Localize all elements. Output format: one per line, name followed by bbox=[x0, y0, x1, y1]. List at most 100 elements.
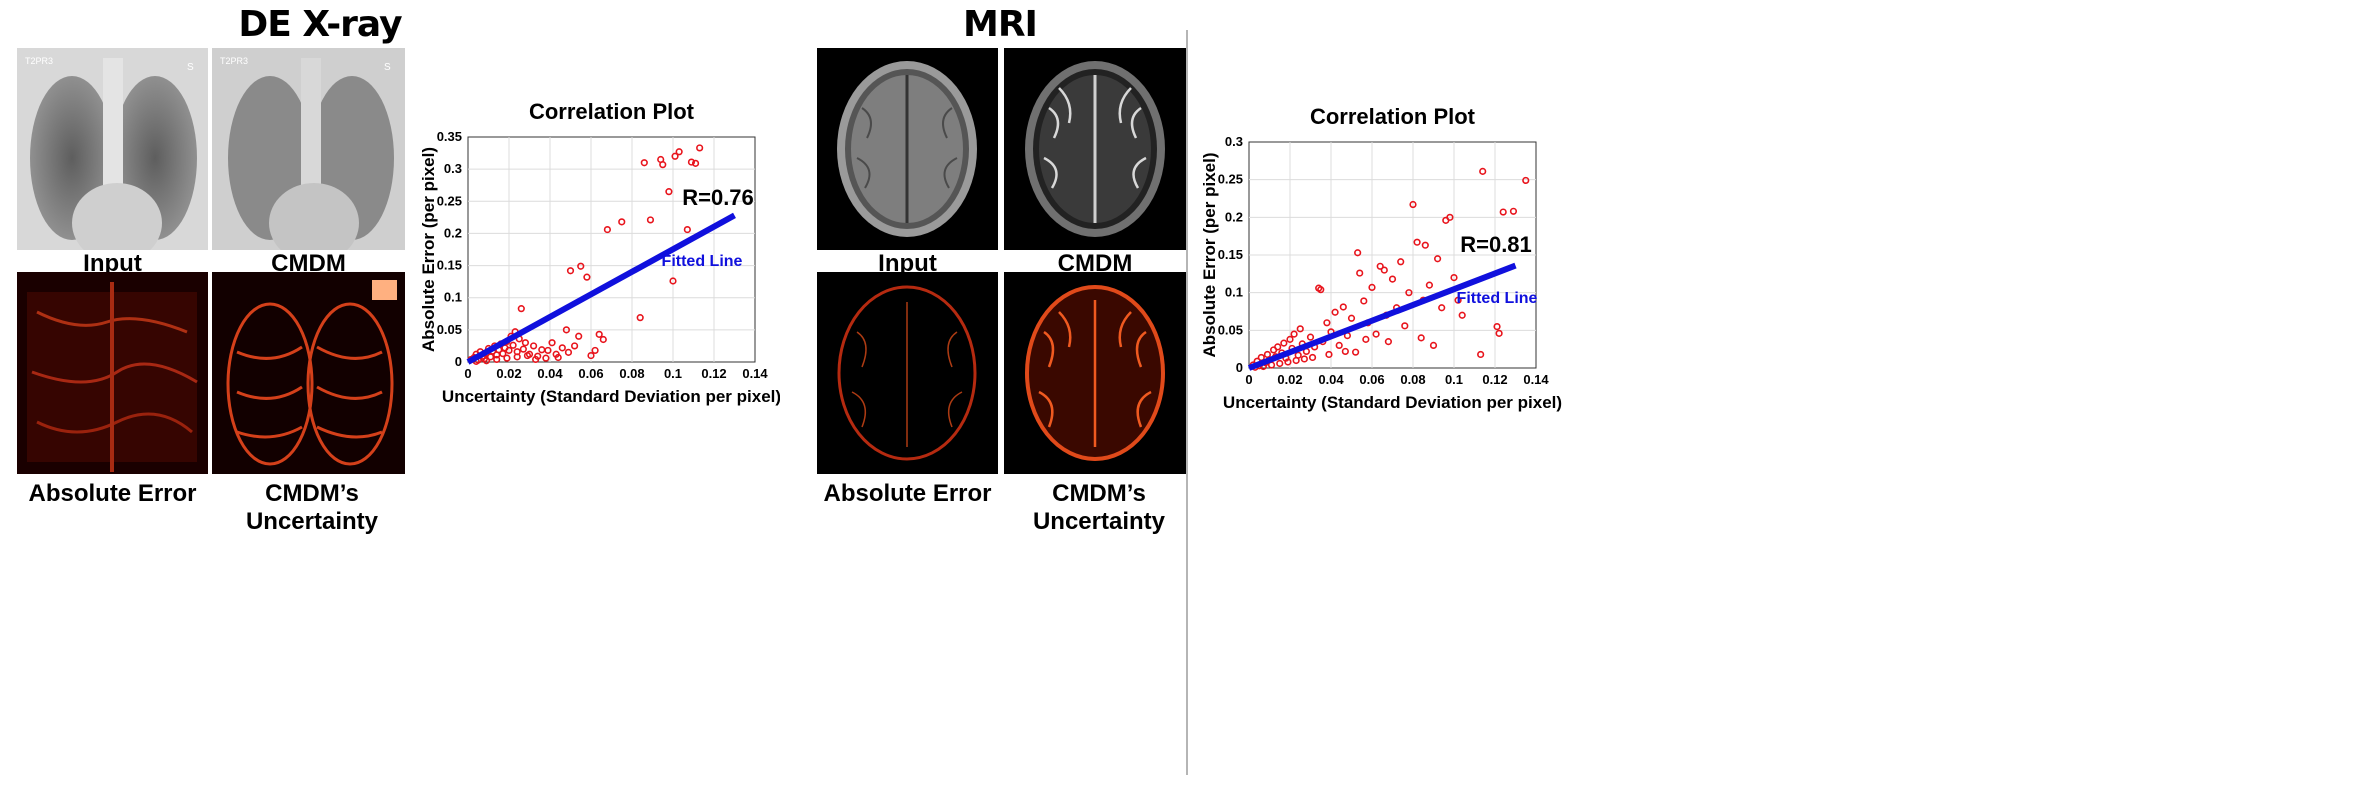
scatter-point bbox=[595, 330, 603, 338]
scatter-point bbox=[603, 225, 611, 234]
scatter-point bbox=[1280, 339, 1288, 347]
scatter-point bbox=[558, 344, 566, 352]
correlation-annotation: R=0.81 bbox=[1460, 232, 1532, 257]
scatter-point bbox=[599, 335, 607, 344]
scatter-point bbox=[1308, 353, 1317, 362]
x-tick-label: 0 bbox=[464, 366, 471, 381]
y-tick-label: 0.15 bbox=[437, 258, 462, 273]
scatter-point bbox=[1409, 200, 1417, 209]
scatter-point bbox=[1331, 308, 1339, 316]
scatter-point bbox=[1397, 258, 1405, 266]
y-tick-label: 0.05 bbox=[1218, 322, 1243, 337]
x-tick-label: 0.06 bbox=[578, 366, 603, 381]
mri-abs-error-map bbox=[817, 272, 998, 474]
scatter-point bbox=[591, 346, 599, 355]
scatter-point bbox=[587, 351, 595, 360]
scatter-point bbox=[1372, 330, 1380, 338]
y-tick-label: 0 bbox=[455, 354, 462, 369]
x-tick-label: 0.1 bbox=[664, 366, 682, 381]
y-tick-label: 0.15 bbox=[1218, 247, 1243, 262]
scatter-point bbox=[577, 262, 585, 270]
x-tick-label: 0.04 bbox=[1318, 372, 1344, 387]
xray-section-title: DE X-ray bbox=[238, 4, 402, 45]
scatter-point bbox=[1300, 355, 1308, 363]
scatter-point bbox=[1479, 167, 1487, 175]
x-tick-label: 0.08 bbox=[1400, 372, 1425, 387]
scatter-point bbox=[659, 161, 667, 169]
scatter-point bbox=[1347, 314, 1356, 322]
scatter-point bbox=[1388, 275, 1397, 283]
scatter-point bbox=[1339, 303, 1347, 311]
scatter-point bbox=[1292, 356, 1300, 365]
scatter-point bbox=[1458, 311, 1466, 319]
xray-uncertainty-caption: CMDM’s Uncertainty bbox=[245, 480, 379, 535]
y-tick-label: 0.3 bbox=[444, 161, 462, 176]
scatter-point bbox=[1368, 283, 1376, 291]
scatter-point bbox=[636, 314, 644, 322]
section-divider bbox=[1186, 30, 1188, 775]
scatter-point bbox=[669, 277, 677, 285]
scatter-point bbox=[1290, 330, 1298, 338]
scatter-point bbox=[583, 273, 591, 281]
x-tick-label: 0 bbox=[1245, 372, 1252, 387]
scatter-point bbox=[1438, 304, 1446, 312]
scatter-point bbox=[1509, 207, 1518, 215]
scatter-point bbox=[696, 144, 704, 152]
scatter-point bbox=[554, 353, 562, 362]
scatter-point bbox=[1425, 281, 1433, 289]
mri-uncertainty-caption: CMDM’s Uncertainty bbox=[1032, 480, 1166, 535]
scatter-point bbox=[646, 216, 655, 224]
scatter-point bbox=[1360, 297, 1368, 305]
mri-cmdm-image bbox=[1004, 48, 1186, 250]
scatter-point bbox=[1376, 262, 1384, 270]
y-tick-label: 0.1 bbox=[1225, 285, 1243, 300]
scatter-point bbox=[618, 218, 626, 226]
xray-abs-error-caption: Absolute Error bbox=[28, 480, 197, 507]
plot-area bbox=[467, 136, 756, 363]
scatter-point bbox=[529, 342, 538, 350]
chart-title: Correlation Plot bbox=[529, 99, 695, 124]
scatter-point bbox=[564, 348, 573, 356]
x-tick-label: 0.12 bbox=[1482, 372, 1507, 387]
chart-title: Correlation Plot bbox=[1310, 104, 1476, 129]
xray-correlation-plot: Correlation Plot 0 0.02 0.04 0.06 0.08 0.1 0.12… bbox=[419, 99, 780, 406]
x-axis-label: Uncertainty (Standard Deviation per pixe… bbox=[1223, 393, 1562, 412]
mri-correlation-plot: Correlation Plot 0 0.02 0.04 0.06 0.08 0.1 0.12… bbox=[1200, 104, 1562, 412]
scatter-point bbox=[675, 148, 683, 156]
scatter-point bbox=[1380, 266, 1388, 274]
x-tick-label: 0.06 bbox=[1359, 372, 1384, 387]
scatter-point bbox=[1352, 348, 1360, 356]
xray-input-image: T2PR3 S bbox=[17, 48, 208, 250]
x-tick-label: 0.08 bbox=[619, 366, 644, 381]
scatter-point bbox=[523, 351, 532, 360]
x-tick-label: 0.14 bbox=[1523, 372, 1549, 387]
scatter-point bbox=[566, 267, 575, 275]
scatter-point bbox=[1421, 241, 1429, 249]
scatter-point bbox=[562, 326, 570, 334]
scatter-point bbox=[1323, 319, 1331, 327]
scatter-point bbox=[519, 345, 527, 353]
y-tick-label: 0.2 bbox=[1225, 209, 1243, 224]
scatter-point bbox=[505, 346, 513, 355]
mri-section-title: MRI bbox=[963, 4, 1038, 45]
scatter-point bbox=[486, 353, 495, 361]
svg-text:S: S bbox=[384, 62, 391, 73]
scatter-point bbox=[1405, 289, 1413, 297]
scatter-point bbox=[1493, 322, 1501, 331]
scatter-point bbox=[517, 305, 525, 313]
scatter-point bbox=[1362, 335, 1370, 343]
x-tick-label: 0.04 bbox=[537, 366, 563, 381]
y-axis-label: Absolute Error (per pixel) bbox=[1200, 153, 1219, 358]
scatter-point bbox=[509, 341, 517, 349]
correlation-annotation: R=0.76 bbox=[682, 185, 754, 210]
x-tick-label: 0.02 bbox=[496, 366, 521, 381]
scatter-point bbox=[1499, 208, 1507, 216]
fitted-line-label: Fitted Line bbox=[1457, 290, 1538, 307]
mri-input-image bbox=[817, 48, 998, 250]
scatter-point bbox=[499, 350, 507, 358]
svg-text:T2PR3: T2PR3 bbox=[220, 56, 248, 66]
scatter-point bbox=[1454, 296, 1462, 304]
fitted-line bbox=[466, 212, 736, 365]
scatter-point bbox=[1306, 333, 1315, 341]
scatter-point bbox=[671, 152, 679, 160]
